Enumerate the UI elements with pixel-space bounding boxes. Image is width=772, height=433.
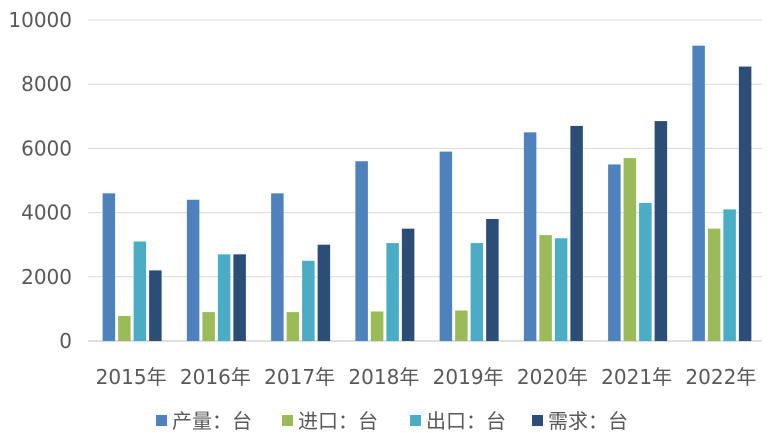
bar-4-5 (486, 219, 499, 341)
legend-swatch (532, 415, 543, 426)
y-tick-label: 6000 (21, 136, 72, 160)
bar-2-8 (707, 228, 721, 341)
x-tick-label: 2016年 (180, 365, 251, 389)
bar-2-6 (539, 235, 552, 341)
bar-3-6 (554, 238, 568, 341)
bar-3-3 (302, 260, 315, 341)
bars (102, 45, 752, 342)
legend-swatch (410, 415, 421, 426)
legend-label: 需求：台 (548, 409, 628, 433)
bar-2-3 (286, 312, 300, 341)
x-tick-label: 2017年 (264, 365, 335, 389)
bar-1-6 (523, 132, 537, 341)
x-tick-label: 2020年 (517, 365, 588, 389)
x-tick-label: 2019年 (433, 365, 504, 389)
y-tick-label: 8000 (21, 72, 72, 96)
x-tick-label: 2015年 (96, 365, 167, 389)
legend-label: 进口：台 (298, 409, 378, 433)
y-tick-label: 0 (59, 329, 72, 353)
bar-2-4 (370, 311, 384, 341)
bar-1-1 (102, 193, 116, 341)
bar-2-7 (623, 158, 637, 341)
bar-1-3 (271, 193, 284, 341)
bar-3-7 (639, 202, 652, 341)
y-tick-label: 4000 (21, 201, 72, 225)
bar-4-8 (738, 66, 752, 342)
legend-label: 出口：台 (426, 409, 506, 433)
legend: 产量：台 进口：台 出口：台 需求：台 (156, 409, 628, 433)
bar-2-2 (202, 312, 215, 341)
bar-1-8 (692, 45, 705, 342)
bar-3-5 (470, 243, 484, 341)
bar-3-1 (133, 241, 147, 341)
bar-4-2 (233, 254, 246, 341)
bar-4-3 (317, 244, 331, 341)
bar-1-4 (355, 161, 368, 341)
x-tick-label: 2021年 (601, 365, 672, 389)
y-tick-label: 2000 (21, 265, 72, 289)
x-tick-label: 2022年 (685, 365, 756, 389)
bar-4-7 (654, 121, 668, 342)
bar-1-5 (439, 151, 453, 341)
x-tick-label: 2018年 (348, 365, 419, 389)
bar-1-7 (608, 164, 621, 341)
bar-3-4 (386, 243, 399, 341)
legend-swatch (156, 415, 167, 426)
legend-label: 产量：台 (172, 409, 252, 433)
legend-swatch (282, 415, 293, 426)
bar-2-1 (118, 315, 131, 341)
bar-3-2 (217, 254, 231, 341)
bar-2-5 (455, 310, 468, 341)
y-axis-ticks: 0 2000 4000 6000 8000 10000 (8, 8, 72, 353)
bar-4-4 (401, 228, 415, 341)
bar-1-2 (186, 199, 200, 341)
x-axis-ticks: 2015年 2016年 2017年 2018年 2019年 2020年 2021年 2022年 (96, 365, 757, 389)
bar-3-8 (723, 209, 736, 341)
y-tick-label: 10000 (8, 8, 72, 32)
bar-4-6 (570, 125, 583, 342)
bar-4-1 (149, 270, 162, 341)
